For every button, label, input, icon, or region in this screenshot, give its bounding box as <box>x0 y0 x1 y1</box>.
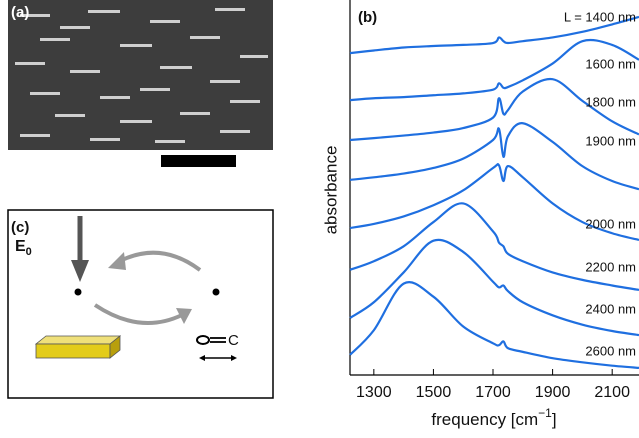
x-label-superscript: −1 <box>538 406 552 420</box>
panel-label: (b) <box>358 9 377 26</box>
series-label: 2200 nm <box>585 259 636 274</box>
x-tick-label: 1700 <box>475 384 511 401</box>
series-label: 2000 nm <box>585 216 636 231</box>
panel-label: (c) <box>11 219 29 236</box>
spectrum-line <box>349 122 639 191</box>
series-label: 1600 nm <box>585 56 636 71</box>
scale-bar <box>161 155 236 167</box>
x-tick-label: 1500 <box>416 384 452 401</box>
field-subscript: 0 <box>26 246 32 258</box>
spectrum-line <box>349 163 639 242</box>
series-label: L = 1400 nm <box>564 9 636 24</box>
series-label: 1900 nm <box>585 133 636 148</box>
x-label-close: ] <box>552 410 557 429</box>
x-tick-label: 1900 <box>535 384 571 401</box>
spectra-chart: (b) absorbance frequency [cm−1] 1300 1500… <box>321 0 639 429</box>
series-label: 2400 nm <box>585 301 636 316</box>
y-axis-label: absorbance <box>321 146 340 235</box>
spectrum-line <box>349 15 639 55</box>
sem-image: (a) <box>8 0 273 150</box>
spectrum-line <box>349 202 639 292</box>
series-label: 2600 nm <box>585 343 636 358</box>
field-symbol: E <box>15 238 26 255</box>
x-tick-label: 2100 <box>594 384 630 401</box>
spectrum-line <box>349 38 639 102</box>
series-label: 1800 nm <box>585 94 636 109</box>
field-label: E0 <box>15 238 32 258</box>
spectrum-line <box>349 281 639 370</box>
spectrum-line <box>349 77 639 142</box>
x-label-text: frequency [cm <box>431 410 538 429</box>
spectrum-line <box>349 238 639 337</box>
panel-label: (a) <box>11 4 29 21</box>
diagram: (c) E0 C <box>7 209 274 399</box>
x-tick-label: 1300 <box>356 384 392 401</box>
x-axis-label: frequency [cm−1] <box>431 406 556 429</box>
atom-label: C <box>228 332 239 349</box>
